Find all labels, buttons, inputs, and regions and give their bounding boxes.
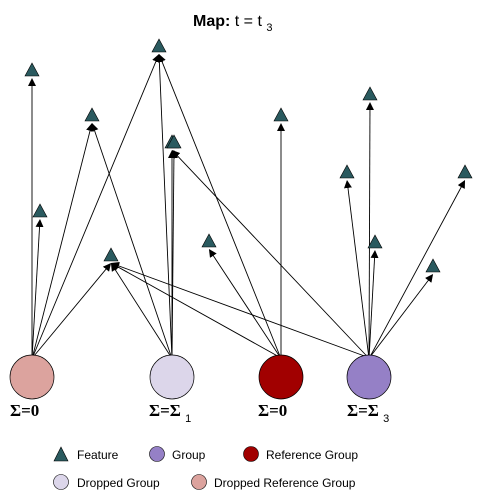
- title-bold: Map:: [193, 13, 230, 30]
- groups: [9, 354, 392, 400]
- group-label-g1: Σ=0: [10, 401, 39, 420]
- feature-node: [84, 107, 100, 122]
- edges: [28, 54, 466, 358]
- group-label-g2-sub: 1: [185, 413, 191, 425]
- edge-g2-f3: [90, 123, 172, 358]
- edge-g3-f5: [110, 263, 280, 358]
- title-text: t = t: [235, 13, 263, 30]
- legend-dropped-group-label: Dropped Group: [77, 476, 160, 490]
- feature-node: [273, 107, 289, 122]
- legend-feature-label: Feature: [77, 448, 119, 462]
- edge-g4-f13: [369, 180, 466, 358]
- edge-g4-f14: [369, 274, 434, 358]
- features: [24, 38, 473, 273]
- legend-group-icon: [149, 446, 165, 462]
- feature-node: [103, 247, 119, 262]
- legend-dropped-reference-group-label: Dropped Reference Group: [214, 476, 356, 490]
- group-label-g2-main: Σ=Σ: [149, 401, 181, 420]
- edge-g4-f5: [110, 262, 368, 358]
- edge-g1-f3: [32, 123, 94, 358]
- legend-item-dropped-reference-group: Dropped Reference Group: [191, 474, 356, 490]
- group-label-g3: Σ=0: [258, 401, 287, 420]
- group-node-g1: [9, 354, 55, 400]
- legend-item-feature: Feature: [53, 446, 119, 462]
- edge-g4-f11: [343, 180, 370, 358]
- legend-dropped-group-icon: [53, 474, 69, 490]
- feature-node: [166, 134, 182, 149]
- legend-group-label: Group: [172, 448, 206, 462]
- edge-g4-f6: [171, 150, 369, 358]
- legend: Feature Group Reference Group Dropped Gr…: [53, 446, 358, 490]
- feature-node: [367, 234, 383, 249]
- edge-g4-f12: [368, 250, 379, 358]
- feature-node: [32, 203, 48, 218]
- edge-g1-f2: [32, 54, 160, 358]
- legend-item-dropped-group: Dropped Group: [53, 474, 160, 490]
- feature-node: [24, 62, 40, 77]
- legend-reference-group-label: Reference Group: [266, 448, 358, 462]
- group-node-g4: [346, 354, 392, 400]
- legend-item-reference-group: Reference Group: [243, 446, 358, 462]
- edge-g1-f4: [31, 219, 44, 358]
- group-node-g3: [258, 354, 304, 400]
- title-subscript: 3: [266, 22, 272, 34]
- group-label-g2: Σ=Σ 1: [149, 401, 191, 425]
- edge-g3-f2: [158, 54, 281, 358]
- edge-g2-f2: [155, 54, 173, 358]
- feature-node: [151, 38, 167, 53]
- diagram-title: Map: t = t 3: [193, 13, 272, 34]
- edge-g3-f7: [208, 249, 281, 358]
- feature-node: [201, 233, 217, 248]
- group-label-g4-main: Σ=Σ: [347, 401, 379, 420]
- feature-node: [362, 86, 378, 101]
- legend-item-group: Group: [149, 446, 206, 462]
- group-label-g4: Σ=Σ 3: [347, 401, 389, 425]
- edge-g2-f6b: [169, 150, 178, 358]
- legend-reference-group-icon: [243, 446, 259, 462]
- group-label-g4-sub: 3: [383, 413, 389, 425]
- group-node-g2: [149, 354, 195, 400]
- edge-g4-f10: [365, 101, 374, 358]
- feature-node: [457, 164, 473, 179]
- legend-feature-icon: [53, 446, 69, 462]
- feature-node: [425, 258, 441, 273]
- edge-g2-f5: [110, 263, 172, 358]
- legend-dropped-reference-group-icon: [191, 474, 207, 490]
- edge-g1-f5: [32, 263, 112, 358]
- feature-node: [339, 164, 355, 179]
